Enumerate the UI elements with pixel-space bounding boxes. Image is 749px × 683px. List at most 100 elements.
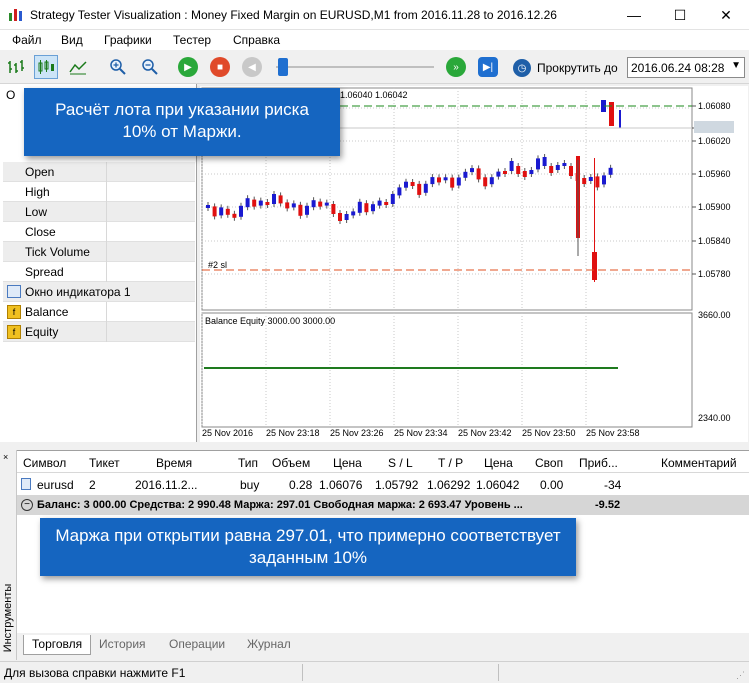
col-type[interactable]: Тип [238, 456, 259, 470]
menu-file[interactable]: Файл [12, 33, 42, 47]
time-label: 25 Nov 23:58 [586, 428, 640, 438]
table-header [17, 451, 749, 473]
collapse-icon[interactable]: − [21, 499, 33, 511]
menu-charts[interactable]: Графики [104, 33, 152, 47]
tab-journal[interactable]: Журнал [247, 637, 291, 651]
time-label: 25 Nov 23:18 [266, 428, 320, 438]
candle-body [258, 200, 263, 206]
col-volume[interactable]: Объем [272, 456, 311, 470]
indicator-row-balance[interactable]: f Balance [3, 302, 195, 322]
title-bar: Strategy Tester Visualization : Money Fi… [0, 0, 749, 30]
candle-body [272, 194, 276, 204]
candle-body [344, 214, 349, 220]
col-swap[interactable]: Своп [535, 456, 564, 470]
candle-body [456, 177, 461, 186]
callout-top-text: Расчёт лота при указании риска 10% от Ма… [55, 100, 309, 141]
row-label: Open [25, 165, 55, 179]
indicator-window-row[interactable]: Окно индикатора 1 [3, 282, 195, 302]
indicator-row-equity[interactable]: f Equity [3, 322, 195, 342]
price-label: 1.06080 [698, 101, 731, 111]
menu-tester[interactable]: Тестер [173, 33, 212, 47]
tools-side-tab[interactable]: Инструменты [2, 583, 14, 653]
stop-button[interactable]: ■ [208, 55, 232, 79]
tab-operations[interactable]: Операции [169, 637, 226, 651]
indicator-window-icon [7, 285, 21, 298]
candle-body [265, 202, 270, 205]
col-time[interactable]: Время [156, 456, 193, 470]
divider [106, 262, 107, 282]
row-label: Close [25, 225, 56, 239]
zoom-out-button[interactable] [138, 55, 162, 79]
candle-body [324, 202, 329, 206]
candle-body [542, 157, 547, 166]
current-price-tag [694, 121, 734, 133]
col-profit[interactable]: Приб... [579, 456, 618, 470]
play-button[interactable]: ▶ [176, 55, 200, 79]
tab-trade[interactable]: Торговля [23, 635, 92, 655]
candle-body [305, 205, 309, 215]
data-row-tick-volume: Tick Volume [3, 242, 195, 262]
cell-current-price: 1.06042 [476, 478, 520, 492]
col-symbol[interactable]: Символ [23, 456, 67, 470]
candle-body [291, 203, 296, 208]
candle-body [423, 183, 428, 193]
candle-body [529, 170, 534, 174]
cell-symbol: eurusd [37, 478, 74, 492]
candle-body [483, 177, 488, 187]
resize-grip-icon[interactable]: ⋰ [736, 670, 745, 680]
candle-chart-button[interactable] [34, 55, 58, 79]
status-text: Для вызова справки нажмите F1 [4, 666, 186, 680]
divider [106, 222, 107, 242]
menu-view[interactable]: Вид [61, 33, 83, 47]
scroll-date-select[interactable]: 2016.06.24 08:28 ▼ [627, 57, 745, 78]
candle-body [588, 177, 593, 181]
col-comment[interactable]: Комментарий [661, 456, 737, 470]
fast-forward-button[interactable]: » [444, 55, 468, 79]
tab-history[interactable]: История [99, 637, 146, 651]
price-label: 1.05780 [698, 269, 731, 279]
candle-body [331, 204, 336, 214]
indicator-title: Balance Equity 3000.00 3000.00 [205, 316, 335, 326]
scroll-date-value: 2016.06.24 08:28 [631, 61, 725, 75]
menu-help[interactable]: Справка [233, 33, 281, 47]
time-label: 25 Nov 23:34 [394, 428, 448, 438]
candle-body [536, 158, 540, 170]
zoom-in-button[interactable] [106, 55, 130, 79]
speed-slider[interactable] [276, 58, 434, 76]
close-button[interactable]: ✕ [720, 7, 732, 23]
col-ticket[interactable]: Тикет [89, 456, 120, 470]
cell-volume: 0.28 [289, 478, 313, 492]
candle-body [555, 165, 560, 170]
col-sl[interactable]: S / L [388, 456, 413, 470]
candle-body [232, 213, 237, 218]
minimize-button[interactable]: — [627, 7, 641, 23]
indicator-axis-label: 2340.00 [698, 413, 731, 423]
candle-body [364, 203, 369, 213]
line-chart-button[interactable] [66, 55, 90, 79]
candle-body [390, 194, 395, 204]
candle-body [582, 178, 587, 184]
time-label: 25 Nov 23:50 [522, 428, 576, 438]
maximize-button[interactable]: ☐ [673, 7, 687, 23]
slider-thumb[interactable] [278, 58, 288, 76]
col-price[interactable]: Цена [333, 456, 362, 470]
sidebar-close-icon[interactable]: × [3, 452, 9, 462]
candle-body [338, 213, 342, 221]
candle-body [252, 199, 257, 207]
bar-chart-button[interactable] [4, 55, 28, 79]
candle-body [417, 183, 422, 195]
scroll-to-label: Прокрутить до [537, 61, 618, 75]
clock-icon: ◷ [513, 59, 531, 77]
candle-chart-icon [38, 60, 54, 74]
skip-to-end-button[interactable]: ▶| [476, 55, 500, 79]
scroll-to-button[interactable]: ◷ Прокрутить до [513, 57, 625, 79]
candle-body [225, 208, 230, 215]
price-label: 1.05960 [698, 169, 731, 179]
callout-top: Расчёт лота при указании риска 10% от Ма… [24, 88, 340, 156]
step-back-button[interactable]: ◀ [240, 55, 264, 79]
candle-body [311, 200, 316, 208]
col-current-price[interactable]: Цена [484, 456, 513, 470]
col-tp[interactable]: T / P [438, 456, 464, 470]
indicator-frame [201, 312, 693, 428]
data-row-low: Low [3, 202, 195, 222]
